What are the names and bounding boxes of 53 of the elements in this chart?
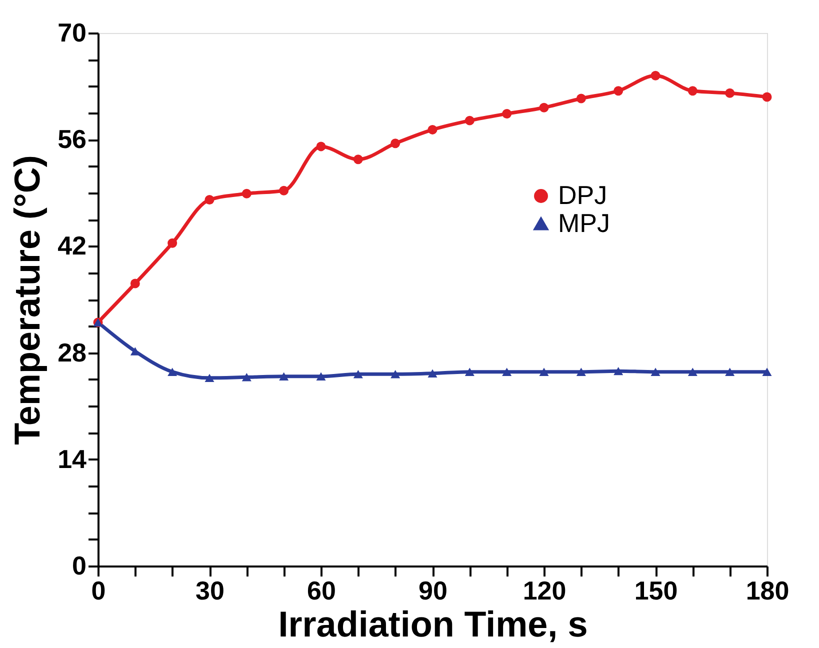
point	[204, 374, 214, 382]
legend-label: DPJ	[558, 180, 608, 210]
point	[428, 124, 438, 134]
x-tick-label: 120	[522, 576, 566, 606]
point	[242, 188, 252, 198]
point	[688, 368, 698, 376]
point	[502, 108, 512, 118]
y-tick-label: 42	[58, 230, 86, 261]
point	[464, 368, 474, 376]
x-tick-label: 0	[91, 576, 106, 606]
point	[650, 70, 660, 80]
point	[688, 86, 698, 96]
point	[130, 278, 140, 288]
point	[464, 116, 474, 126]
point	[650, 368, 660, 376]
y-tick-label: 70	[58, 18, 86, 48]
point	[502, 368, 512, 376]
point	[353, 154, 363, 164]
point	[614, 86, 624, 96]
point	[316, 142, 326, 152]
x-tick-label: 60	[307, 576, 336, 606]
y-axis-title: Temperature (°C)	[6, 155, 48, 445]
point	[316, 372, 326, 381]
point	[539, 368, 549, 376]
point	[242, 373, 252, 382]
point	[539, 102, 549, 112]
y-tick-label: 14	[58, 444, 88, 474]
point	[762, 368, 772, 376]
point	[204, 195, 214, 204]
point	[390, 138, 400, 148]
point	[168, 238, 178, 248]
point	[725, 368, 735, 376]
point	[576, 94, 586, 104]
point	[279, 372, 289, 381]
point	[614, 366, 624, 376]
x-tick-label: 180	[746, 576, 790, 606]
x-axis-title: Irradiation Time, s	[278, 604, 588, 644]
y-tick-label: 28	[58, 337, 86, 368]
point	[279, 186, 289, 196]
point	[428, 369, 438, 378]
point	[725, 88, 735, 98]
x-tick-label: 150	[634, 576, 678, 606]
point	[168, 368, 178, 376]
y-tick-label: 56	[58, 124, 86, 154]
legend-label: MPJ	[558, 208, 610, 238]
point	[762, 92, 772, 102]
point	[353, 370, 363, 378]
x-tick-label: 30	[196, 576, 224, 606]
point	[576, 368, 586, 376]
y-tick-label: 0	[72, 550, 86, 580]
point	[130, 347, 140, 356]
x-tick-label: 90	[418, 576, 448, 606]
point	[390, 370, 400, 378]
